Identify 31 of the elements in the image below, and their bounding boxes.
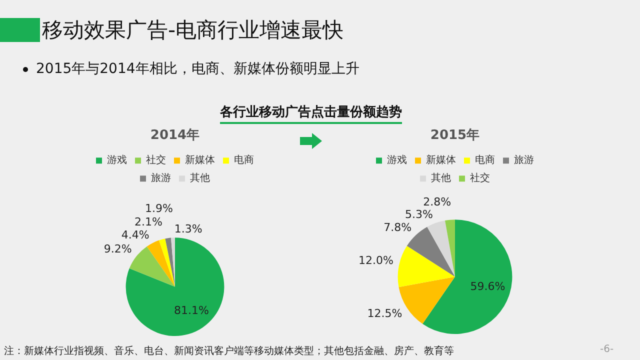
data-label: 81.1% bbox=[174, 304, 209, 318]
data-label: 9.2% bbox=[104, 242, 132, 256]
data-label: 1.3% bbox=[174, 222, 202, 236]
legend-label: 游戏 bbox=[107, 154, 127, 166]
text: 2015年与2014年相比，电商、新媒体份额明显上升 bbox=[36, 60, 360, 78]
legend-label: 游戏 bbox=[387, 154, 407, 166]
legend-label: 电商 bbox=[234, 154, 254, 166]
legend-label: 社交 bbox=[470, 172, 490, 184]
data-label: 4.4% bbox=[121, 228, 150, 242]
text: -6- bbox=[600, 344, 614, 355]
legend-label: 其他 bbox=[431, 172, 451, 184]
chart-title: 2014年 bbox=[150, 128, 200, 144]
text: 移动效果广告-电商行业增速最快 bbox=[42, 17, 344, 44]
data-label: 59.6% bbox=[470, 280, 506, 293]
data-label: 7.8% bbox=[384, 221, 412, 234]
legend-label: 电商 bbox=[475, 154, 495, 166]
data-label: 2.8% bbox=[423, 196, 452, 209]
text: 各行业移动广告点击量份额趋势 bbox=[220, 103, 402, 124]
chart-title: 2015年 bbox=[430, 128, 480, 144]
text: 注：新媒体行业指视频、音乐、电台、新闻资讯客户端等移动媒体类型；其他包括金融、房产、教育等 bbox=[4, 344, 454, 358]
data-label: 1.9% bbox=[145, 202, 174, 215]
legend-label: 新媒体 bbox=[185, 154, 215, 166]
legend-label: 新媒体 bbox=[426, 154, 456, 166]
legend-label: 社交 bbox=[146, 154, 166, 166]
data-label: 5.3% bbox=[405, 208, 433, 222]
data-label: 2.1% bbox=[134, 215, 162, 228]
legend-label: 旅游 bbox=[151, 172, 171, 184]
legend-label: 其他 bbox=[190, 172, 210, 184]
legend-label: 旅游 bbox=[514, 154, 534, 166]
data-label: 12.5% bbox=[367, 306, 402, 320]
data-label: 12.0% bbox=[358, 254, 394, 267]
